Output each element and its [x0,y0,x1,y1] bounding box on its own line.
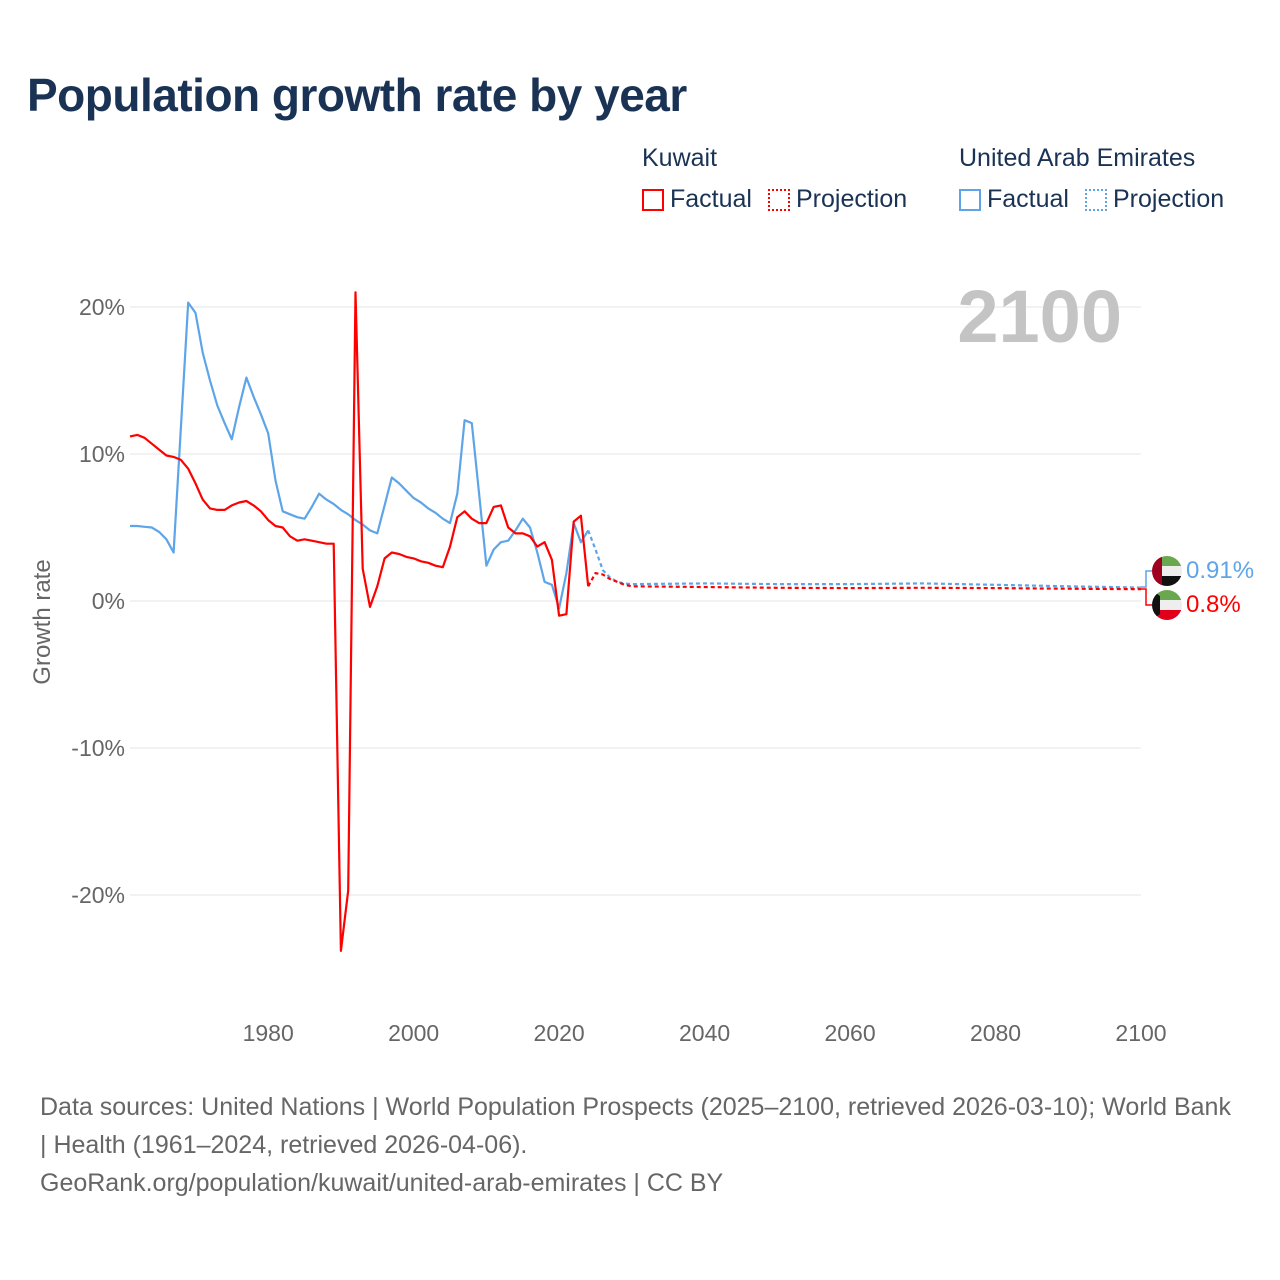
legend-label: Projection [1112,185,1225,213]
y-tick-label: 0% [92,588,125,614]
x-tick-label: 2040 [679,1020,730,1046]
legend-kuwait-title: Kuwait [642,144,718,172]
data-sources: Data sources: United Nations | World Pop… [40,1093,1231,1159]
united-arab-emirates-projection-line [587,530,1142,589]
x-tick-label: 2100 [1115,1020,1166,1046]
legend-kuwait-projection[interactable]: Projection [767,185,908,214]
legend-uae-title: United Arab Emirates [959,144,1196,172]
legend-label: Factual [987,185,1069,213]
legend-label: Projection [795,185,908,213]
legend-swatch-solid [959,188,981,211]
footer: Data sources: United Nations | World Pop… [40,1088,1240,1202]
kuwait-projection-line [587,571,1142,591]
x-tick-label: 2080 [970,1020,1021,1046]
kuwait-flag-icon [1152,590,1182,620]
year-watermark: 2100 [957,275,1122,358]
kuwait-end-label: 0.8% [1186,591,1241,618]
legend-label: Factual [670,185,752,213]
y-tick-label: 10% [79,441,125,467]
kuwait-end-connector [1141,588,1152,606]
x-tick-label: 2060 [824,1020,875,1046]
kuwait-factual-line [129,291,590,952]
legend-uae-factual[interactable]: Factual [959,185,1069,214]
source-link[interactable]: GeoRank.org/population/kuwait/united-ara… [40,1169,724,1197]
uae-flag-icon [1152,556,1182,586]
legend-kuwait-factual[interactable]: Factual [642,185,752,214]
x-tick-label: 2020 [534,1020,585,1046]
uae-end-connector [1141,570,1152,588]
y-axis-label: Growth rate [29,559,56,684]
legend-swatch-dotted [1084,188,1107,211]
y-tick-label: -20% [71,882,125,908]
legend-uae: United Arab Emirates Factual Projection [959,144,1224,214]
legend-swatch-dotted [767,188,790,211]
uae-end-label: 0.91% [1186,557,1254,584]
united-arab-emirates-factual-line [130,301,590,610]
legend-swatch-solid [642,188,664,211]
x-tick-label: 1980 [243,1020,294,1046]
y-tick-label: 20% [79,294,125,320]
legend-kuwait: Kuwait Factual Projection [642,144,907,214]
x-tick-label: 2000 [388,1020,439,1046]
page-title: Population growth rate by year [27,69,687,121]
legend-uae-projection[interactable]: Projection [1084,185,1225,214]
y-tick-label: -10% [71,735,125,761]
